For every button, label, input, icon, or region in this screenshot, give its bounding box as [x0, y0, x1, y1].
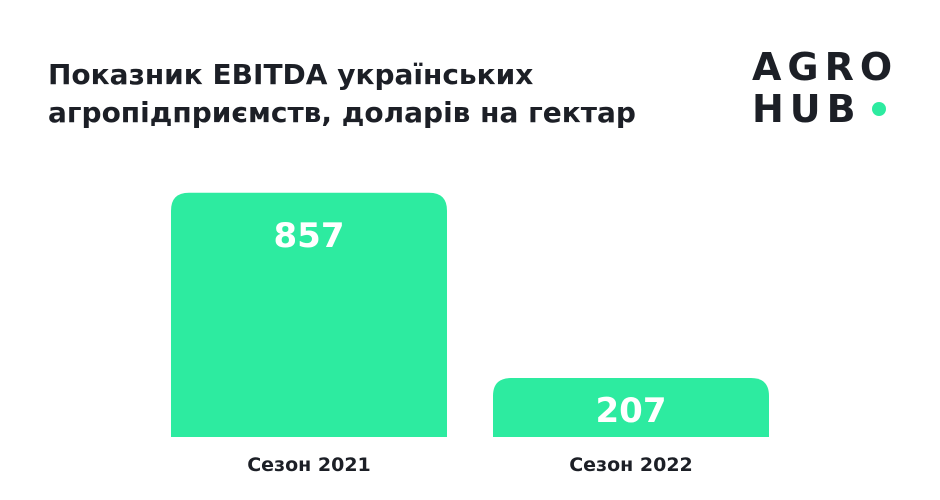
logo-dot — [872, 102, 886, 116]
logo-text-hub: HUB — [752, 87, 862, 131]
chart-title-line-1: Показник EBITDA українських — [48, 58, 534, 91]
bar-2 — [493, 378, 769, 437]
chart-title: Показник EBITDA українських агропідприєм… — [48, 56, 708, 132]
bar-value-label-2: 207 — [596, 391, 667, 431]
bar-value-label-1: 857 — [274, 216, 345, 256]
category-label-1: Сезон 2021 — [247, 454, 371, 476]
chart-title-line-2: агропідприємств, доларів на гектар — [48, 96, 636, 129]
bar-1 — [171, 192, 447, 437]
logo-text-agro: AGRO — [752, 45, 899, 89]
category-label-2: Сезон 2022 — [569, 454, 693, 476]
agrohub-logo: AGRO HUB — [752, 44, 912, 134]
